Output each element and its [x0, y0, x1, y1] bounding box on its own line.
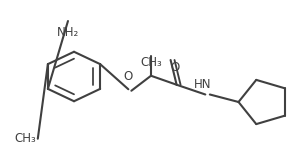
- Text: O: O: [170, 61, 179, 74]
- Text: O: O: [124, 70, 133, 83]
- Text: HN: HN: [193, 78, 211, 91]
- Text: CH₃: CH₃: [14, 132, 36, 145]
- Text: CH₃: CH₃: [140, 56, 162, 69]
- Text: NH₂: NH₂: [57, 26, 79, 39]
